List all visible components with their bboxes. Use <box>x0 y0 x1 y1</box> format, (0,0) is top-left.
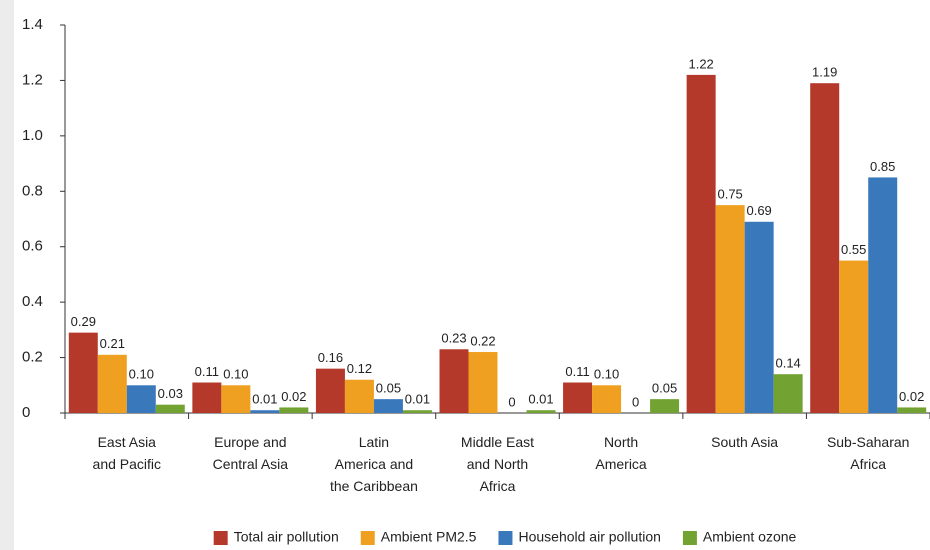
data-label: 0.12 <box>347 361 372 376</box>
data-label: 1.22 <box>688 56 713 71</box>
data-label: 0.69 <box>746 203 771 218</box>
bar <box>221 385 251 413</box>
y-tick-label: 1.2 <box>22 71 43 88</box>
legend-swatch <box>498 531 513 545</box>
y-tick-label: 1.4 <box>22 16 43 33</box>
bar <box>744 221 774 413</box>
data-label: 0.10 <box>594 367 619 382</box>
data-label: 0.85 <box>870 159 895 174</box>
bar <box>192 382 222 413</box>
legend-label: Household air pollution <box>518 529 660 545</box>
data-label: 1.19 <box>812 65 837 80</box>
bar <box>468 352 498 413</box>
data-label: 0.10 <box>223 367 248 382</box>
x-tick-label: Latin America and the Caribbean <box>329 434 418 494</box>
data-label: 0.75 <box>717 187 742 202</box>
bar <box>97 354 127 413</box>
bar <box>563 382 593 413</box>
bar <box>439 349 469 413</box>
data-label: 0.02 <box>281 389 306 404</box>
bar <box>526 410 556 413</box>
bar <box>315 368 345 413</box>
y-tick-label: 0 <box>22 404 30 421</box>
bar <box>126 385 156 413</box>
data-label: 0.05 <box>652 381 677 396</box>
bar <box>715 205 745 413</box>
bar <box>344 379 374 413</box>
bar <box>402 410 432 413</box>
y-tick-label: 0.2 <box>22 349 43 366</box>
data-label: 0.55 <box>841 242 866 257</box>
legend-swatch <box>682 531 697 545</box>
bar <box>868 177 898 413</box>
bar <box>897 407 927 413</box>
data-label: 0.03 <box>158 386 183 401</box>
bar <box>686 74 716 413</box>
x-tick-label: Sub-Saharan Africa <box>826 434 910 472</box>
y-tick-label: 0.8 <box>22 182 43 199</box>
x-tick-label: Europe and Central Asia <box>212 434 289 472</box>
data-label: 0.21 <box>100 336 125 351</box>
x-tick-label: East Asia and Pacific <box>92 434 162 472</box>
bar <box>650 399 680 413</box>
bar <box>68 332 98 413</box>
bar <box>773 374 803 413</box>
bar <box>839 260 869 413</box>
bar <box>810 83 840 413</box>
data-label: 0 <box>508 394 515 409</box>
data-label: 0.05 <box>376 381 401 396</box>
x-tick-label: North America <box>595 434 647 472</box>
side-strip <box>0 0 14 550</box>
bar <box>592 385 622 413</box>
data-label: 0 <box>632 394 639 409</box>
y-tick-label: 0.4 <box>22 293 43 310</box>
y-tick-label: 1.0 <box>22 127 43 144</box>
legend-label: Ambient ozone <box>703 529 797 545</box>
data-label: 0.14 <box>775 356 800 371</box>
x-tick-label: South Asia <box>711 434 779 450</box>
legend-swatch <box>360 531 375 545</box>
data-label: 0.01 <box>252 392 277 407</box>
bar <box>250 410 280 413</box>
x-tick-label: Middle East and North Africa <box>460 434 535 494</box>
data-label: 0.10 <box>129 367 154 382</box>
data-label: 0.01 <box>405 392 430 407</box>
data-label: 0.01 <box>528 392 553 407</box>
data-label: 0.29 <box>71 314 96 329</box>
data-label: 0.16 <box>318 350 343 365</box>
data-label: 0.22 <box>470 333 495 348</box>
data-label: 0.11 <box>195 364 219 379</box>
data-label: 0.11 <box>565 364 589 379</box>
legend-label: Ambient PM2.5 <box>381 529 477 545</box>
bar <box>155 404 185 413</box>
legend-swatch <box>213 531 228 545</box>
bar <box>373 399 403 413</box>
y-tick-label: 0.6 <box>22 238 43 255</box>
data-label: 0.02 <box>899 389 924 404</box>
data-label: 0.23 <box>441 331 466 346</box>
bar <box>279 407 309 413</box>
legend-label: Total air pollution <box>234 529 339 545</box>
